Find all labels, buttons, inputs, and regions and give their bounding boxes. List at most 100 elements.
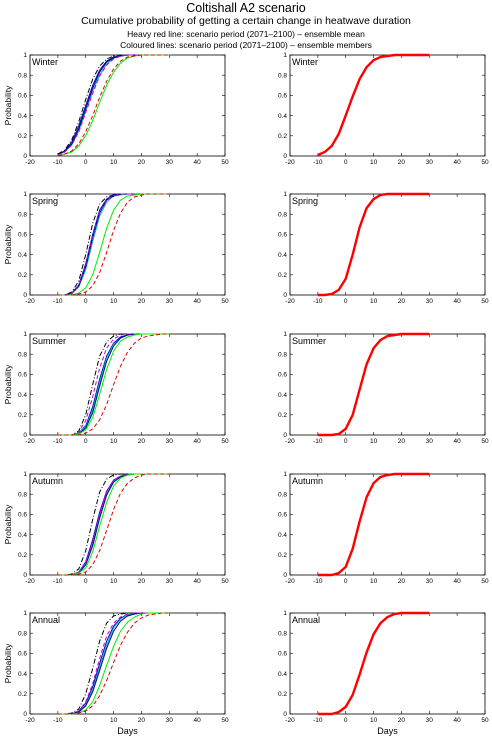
y-tick-label: 0.4 — [18, 532, 27, 539]
x-tick-label: -10 — [313, 578, 323, 585]
panel-label-annual-members: Annual — [32, 615, 60, 625]
x-tick-label: 20 — [398, 159, 406, 166]
y-tick-label: 0.8 — [278, 351, 287, 358]
x-tick-label: -10 — [313, 159, 323, 166]
y-tick-label: 0.6 — [18, 232, 27, 239]
member-line-black — [57, 612, 170, 715]
ensemble-mean-line — [317, 611, 430, 716]
y-tick-label: 0 — [283, 153, 287, 160]
x-tick-label: 40 — [454, 717, 462, 724]
plot-frame-annual-members — [29, 612, 226, 715]
x-tick-label: -10 — [53, 438, 63, 445]
x-tick-label: 10 — [370, 717, 378, 724]
y-tick-label: 1 — [23, 471, 27, 478]
x-tick-label: 0 — [344, 717, 348, 724]
x-tick-label: 0 — [344, 298, 348, 305]
y-tick-label: 0.6 — [18, 372, 27, 379]
member-line-red_dash — [57, 54, 170, 157]
x-tick-label: 40 — [454, 438, 462, 445]
figure-subtitle: Cumulative probability of getting a cert… — [81, 15, 411, 27]
x-tick-label: -10 — [313, 298, 323, 305]
ensemble-mean-line — [317, 192, 430, 297]
x-tick-label: 50 — [481, 438, 489, 445]
plot-frame-autumn-members — [29, 473, 226, 576]
x-tick-label: 0 — [344, 438, 348, 445]
x-tick-label: 20 — [138, 438, 146, 445]
y-tick-label: 0.2 — [18, 412, 27, 419]
y-axis-label: Probability — [3, 364, 13, 404]
y-tick-label: 0.2 — [278, 133, 287, 140]
y-tick-label: 0.2 — [278, 412, 287, 419]
y-tick-label: 0.6 — [18, 93, 27, 100]
y-tick-label: 0.2 — [278, 691, 287, 698]
y-axis-label: Probability — [3, 643, 13, 683]
x-tick-label: 30 — [426, 717, 434, 724]
x-tick-label: -10 — [53, 578, 63, 585]
plot-frame-spring-mean — [289, 193, 486, 296]
x-tick-label: 40 — [454, 298, 462, 305]
panel-label-summer-mean: Summer — [292, 336, 326, 346]
x-tick-label: 20 — [398, 298, 406, 305]
x-tick-label: -20 — [25, 578, 35, 585]
member-line-red_dash — [57, 333, 170, 436]
y-tick-label: 1 — [283, 331, 287, 338]
x-tick-label: 40 — [194, 298, 202, 305]
panel-label-winter-mean: Winter — [292, 57, 318, 67]
y-tick-label: 1 — [23, 610, 27, 617]
y-tick-label: 0 — [23, 711, 27, 718]
y-tick-label: 1 — [283, 610, 287, 617]
x-tick-label: 50 — [221, 438, 229, 445]
x-tick-label: 50 — [481, 159, 489, 166]
y-tick-label: 1 — [23, 52, 27, 59]
y-tick-label: 0.6 — [278, 93, 287, 100]
x-tick-label: 10 — [370, 159, 378, 166]
x-tick-label: 30 — [166, 298, 174, 305]
y-tick-label: 0.8 — [278, 491, 287, 498]
x-tick-label: 0 — [84, 159, 88, 166]
panel-label-summer-members: Summer — [32, 336, 66, 346]
y-tick-label: 0.6 — [278, 232, 287, 239]
x-tick-label: 0 — [84, 438, 88, 445]
y-tick-label: 0.6 — [18, 651, 27, 658]
y-tick-label: 0.8 — [18, 630, 27, 637]
y-tick-label: 0.2 — [18, 552, 27, 559]
x-tick-label: 10 — [370, 298, 378, 305]
x-tick-label: 20 — [138, 578, 146, 585]
panel-label-autumn-mean: Autumn — [292, 476, 323, 486]
plot-frame-summer-members — [29, 333, 226, 436]
panel-label-autumn-members: Autumn — [32, 476, 63, 486]
plot-frame-summer-mean — [289, 333, 486, 436]
plot-frame-winter-mean — [289, 54, 486, 157]
y-tick-label: 0.6 — [278, 512, 287, 519]
member-line-green — [57, 612, 170, 715]
y-tick-label: 0.2 — [18, 272, 27, 279]
x-tick-label: 20 — [398, 717, 406, 724]
ensemble-mean-line — [317, 472, 430, 577]
x-tick-label: -10 — [53, 159, 63, 166]
x-tick-label: 40 — [194, 717, 202, 724]
x-tick-label: 30 — [166, 578, 174, 585]
x-tick-label: -20 — [285, 717, 295, 724]
plot-frame-autumn-mean — [289, 473, 486, 576]
x-tick-label: -10 — [53, 717, 63, 724]
y-tick-label: 0 — [23, 292, 27, 299]
x-tick-label: 40 — [194, 578, 202, 585]
y-tick-label: 0.8 — [18, 72, 27, 79]
x-tick-label: 30 — [426, 159, 434, 166]
y-axis-label: Probability — [3, 504, 13, 544]
x-tick-label: -20 — [25, 438, 35, 445]
y-tick-label: 1 — [23, 331, 27, 338]
y-tick-label: 0 — [283, 711, 287, 718]
y-tick-label: 0.8 — [278, 72, 287, 79]
x-tick-label: 20 — [138, 159, 146, 166]
y-tick-label: 0.4 — [278, 671, 287, 678]
x-tick-label: 40 — [454, 578, 462, 585]
x-tick-label: 40 — [194, 438, 202, 445]
y-tick-label: 0.2 — [18, 133, 27, 140]
member-line-green — [57, 333, 170, 436]
panel-label-winter-members: Winter — [32, 57, 58, 67]
x-tick-label: -20 — [25, 717, 35, 724]
y-tick-label: 1 — [283, 52, 287, 59]
y-tick-label: 0.8 — [278, 211, 287, 218]
